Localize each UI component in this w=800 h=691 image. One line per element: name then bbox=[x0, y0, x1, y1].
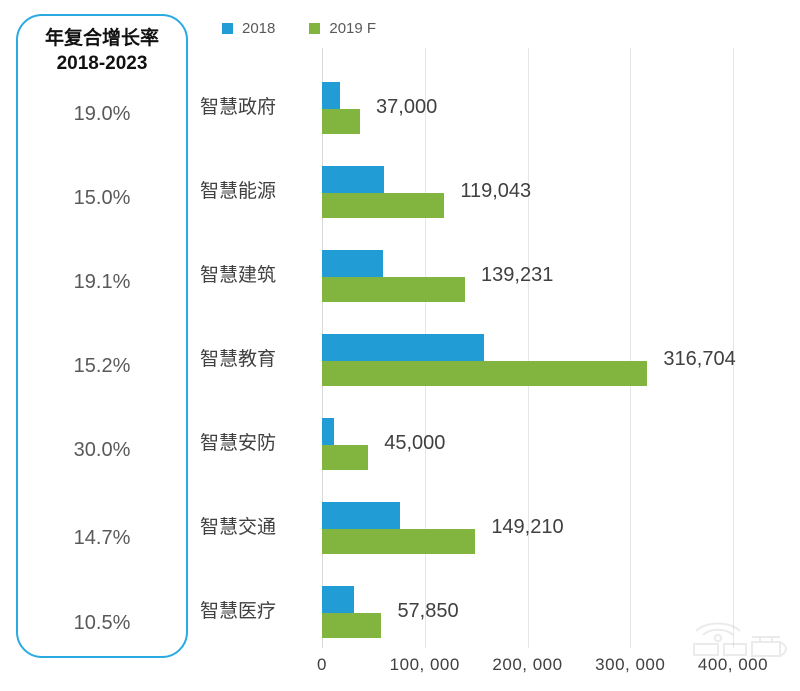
bar-2018[interactable] bbox=[322, 586, 354, 613]
x-axis: 0 100, 000 200, 000 300, 000 400, 000 bbox=[317, 655, 768, 680]
bar-group bbox=[322, 334, 734, 386]
cagr-value-smart-government: 19.0% bbox=[73, 103, 131, 125]
x-axis-tick-label: 0 bbox=[317, 655, 327, 674]
legend-item-2018[interactable]: 2018 bbox=[222, 21, 275, 36]
bar-2019-f[interactable] bbox=[322, 109, 361, 134]
bar-group bbox=[322, 82, 734, 134]
data-label: 149,210 bbox=[491, 516, 564, 538]
data-label: 45,000 bbox=[384, 432, 446, 454]
bar-2018[interactable] bbox=[322, 250, 384, 277]
gridline-200000 bbox=[527, 48, 529, 648]
cagr-value-smart-healthcare: 10.5% bbox=[73, 612, 131, 634]
data-label: 119,043 bbox=[460, 180, 532, 202]
data-label: 316,704 bbox=[663, 348, 736, 370]
bar-2018[interactable] bbox=[322, 418, 335, 445]
bar-2019-f[interactable] bbox=[322, 529, 476, 554]
data-label: 139,231 bbox=[481, 264, 554, 286]
cagr-value-smart-transport: 14.7% bbox=[73, 527, 131, 549]
bar-2019-f[interactable] bbox=[322, 277, 466, 302]
bar-2018[interactable] bbox=[322, 166, 385, 193]
x-axis-tick-label: 400, 000 bbox=[697, 655, 769, 674]
x-axis-tick-label: 200, 000 bbox=[492, 655, 563, 674]
cagr-panel-title: 年复合增长率 2018-2023 bbox=[18, 26, 186, 76]
bar-2019-f[interactable] bbox=[322, 361, 648, 386]
category-label: 智慧医疗 bbox=[200, 600, 277, 622]
plot-area bbox=[322, 48, 734, 648]
category-label: 智慧安防 bbox=[200, 432, 277, 454]
cagr-value-smart-education: 15.2% bbox=[73, 355, 131, 377]
bar-group bbox=[322, 418, 734, 470]
bar-2019-f[interactable] bbox=[322, 445, 369, 470]
cagr-title-line1: 年复合增长率 bbox=[44, 28, 159, 49]
legend-label-2019f: 2019 F bbox=[329, 20, 377, 37]
x-axis-tick-label: 300, 000 bbox=[595, 655, 666, 674]
category-label: 智慧政府 bbox=[200, 96, 277, 118]
bar-chart: 智慧政府智慧能源智慧建筑智慧教育智慧安防智慧交通智慧医疗 37,000 119,0… bbox=[200, 48, 800, 660]
bar-group bbox=[322, 502, 734, 554]
bar-2019-f[interactable] bbox=[322, 193, 445, 218]
gridline-300000 bbox=[630, 48, 632, 648]
category-label: 智慧交通 bbox=[200, 516, 277, 538]
bar-group bbox=[322, 586, 734, 638]
legend-item-2019f[interactable]: 2019 F bbox=[309, 21, 376, 36]
bar-2018[interactable] bbox=[322, 334, 484, 361]
gridline-400000 bbox=[733, 48, 734, 648]
cagr-value-smart-energy: 15.0% bbox=[73, 187, 131, 209]
x-axis-tick-label: 100, 000 bbox=[389, 655, 460, 674]
cagr-value-smart-security: 30.0% bbox=[73, 439, 131, 461]
legend-swatch-2019f bbox=[309, 23, 321, 34]
bar-2018[interactable] bbox=[322, 502, 401, 529]
legend-swatch-2018 bbox=[222, 23, 233, 34]
chart-legend: 2018 2019 F bbox=[222, 21, 376, 36]
bar-2019-f[interactable] bbox=[322, 613, 382, 638]
legend-label-2018: 2018 bbox=[242, 20, 276, 37]
data-label: 57,850 bbox=[397, 600, 459, 622]
cagr-panel: 年复合增长率 2018-2023 19.0% 15.0% 19.1% 15.2%… bbox=[16, 14, 188, 658]
category-label: 智慧能源 bbox=[200, 180, 277, 202]
data-label: 37,000 bbox=[376, 96, 438, 118]
category-label: 智慧教育 bbox=[200, 348, 277, 370]
bar-group bbox=[322, 250, 734, 302]
cagr-title-line2: 2018-2023 bbox=[56, 53, 148, 74]
bar-group bbox=[322, 166, 734, 218]
category-label: 智慧建筑 bbox=[200, 264, 277, 286]
cagr-value-smart-building: 19.1% bbox=[73, 271, 131, 293]
bar-2018[interactable] bbox=[322, 82, 341, 109]
